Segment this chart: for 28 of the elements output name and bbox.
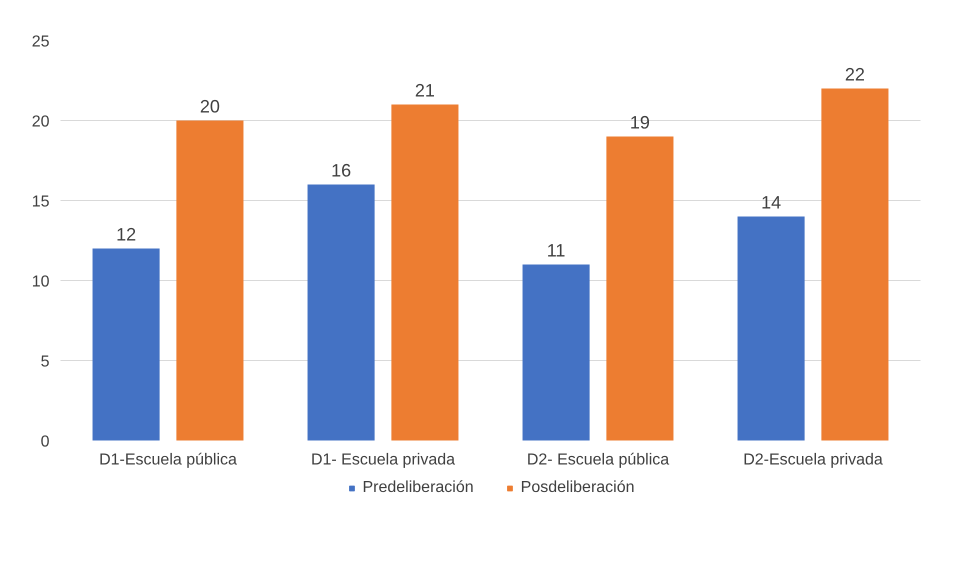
- bar: [391, 104, 458, 440]
- bar: [821, 88, 888, 440]
- data-label: 16: [331, 160, 352, 180]
- y-tick-label: 25: [32, 34, 50, 50]
- y-tick-label: 10: [32, 274, 50, 290]
- y-tick-label: 15: [32, 194, 50, 210]
- data-label: 12: [116, 224, 136, 244]
- y-tick-label: 0: [40, 434, 50, 450]
- bar: [606, 136, 674, 440]
- x-tick-label: D2-Escuela privada: [743, 452, 883, 468]
- data-label: 14: [761, 192, 782, 212]
- bar: [92, 248, 160, 440]
- data-label: 20: [200, 96, 220, 116]
- x-tick-label: D2- Escuela pública: [526, 452, 670, 468]
- bar: [522, 264, 590, 440]
- y-tick-label: 5: [40, 354, 50, 370]
- legend-label: Posdeliberación: [520, 479, 635, 497]
- x-tick-label: D1-Escuela pública: [99, 452, 238, 468]
- bar: [308, 184, 375, 440]
- x-tick-label: D1- Escuela privada: [310, 452, 456, 468]
- legend-label: Predeliberación: [362, 479, 474, 497]
- bar: [176, 120, 244, 440]
- y-tick-label: 20: [32, 114, 50, 130]
- bar: [738, 216, 805, 440]
- data-label: 19: [630, 112, 650, 132]
- data-label: 22: [844, 64, 865, 84]
- data-label: 11: [546, 240, 566, 260]
- data-label: 21: [414, 80, 435, 100]
